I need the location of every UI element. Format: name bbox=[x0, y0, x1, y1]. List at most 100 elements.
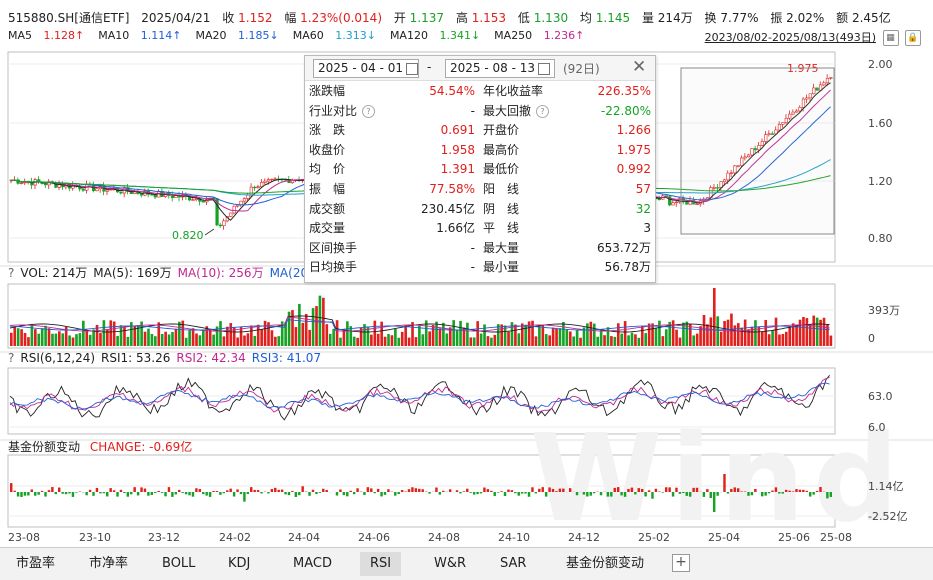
fund-title: 基金份额变动 bbox=[8, 440, 80, 454]
volume-bar bbox=[41, 328, 44, 346]
volume-bar bbox=[576, 330, 579, 346]
tab-3[interactable]: KDJ bbox=[218, 552, 260, 576]
volume-bar bbox=[295, 327, 298, 346]
amount-value: 2.45亿 bbox=[852, 11, 891, 25]
x-axis-label: 25-06 bbox=[778, 531, 810, 544]
volume-bar bbox=[569, 331, 572, 346]
tab-5[interactable]: RSI bbox=[360, 552, 401, 576]
volume-bar bbox=[27, 337, 30, 346]
fund-bar bbox=[103, 492, 105, 493]
avg-value: 1.145 bbox=[596, 11, 630, 25]
volume-bar bbox=[638, 338, 641, 346]
volume-bar bbox=[185, 338, 188, 346]
volume-bar bbox=[147, 329, 150, 346]
fund-bar bbox=[658, 491, 660, 492]
fund-bar bbox=[504, 492, 506, 496]
calendar-icon[interactable] bbox=[406, 63, 418, 75]
x-axis-label: 23-10 bbox=[79, 531, 111, 544]
fund-bar bbox=[511, 490, 513, 492]
volume-bar bbox=[404, 325, 407, 346]
volume-bar bbox=[353, 337, 356, 346]
fund-bar bbox=[583, 492, 585, 495]
add-tab-button[interactable]: + bbox=[672, 554, 690, 572]
volume-bar bbox=[291, 310, 294, 346]
tab-7[interactable]: SAR bbox=[490, 552, 536, 576]
volume-bar bbox=[603, 335, 606, 346]
tab-2[interactable]: BOLL bbox=[152, 552, 205, 576]
volume-bar bbox=[641, 326, 644, 346]
volume-bar bbox=[79, 333, 82, 346]
volume-bar bbox=[277, 336, 280, 346]
fund-bar bbox=[449, 489, 451, 492]
help-icon[interactable]: ? bbox=[8, 351, 14, 365]
fund-bar bbox=[229, 489, 231, 492]
start-date-input[interactable]: 2025 - 04 - 01 bbox=[313, 59, 419, 78]
tab-1[interactable]: 市净率 bbox=[79, 552, 138, 576]
volume-bar bbox=[377, 334, 380, 346]
volume-bar bbox=[490, 338, 493, 346]
fund-bar bbox=[212, 491, 214, 492]
volume-bar bbox=[600, 330, 603, 346]
date-range-selector[interactable]: 2023/08/02-2025/08/13(493日) ▦ 🔒 bbox=[705, 29, 921, 46]
vol-axis-label: 0 bbox=[868, 332, 875, 345]
calendar-icon[interactable]: ▦ bbox=[883, 30, 899, 46]
tab-4[interactable]: MACD bbox=[283, 552, 342, 576]
volume-bar bbox=[500, 324, 503, 346]
fund-bar bbox=[730, 489, 732, 492]
fund-bar bbox=[216, 491, 218, 492]
fund-bar bbox=[168, 487, 170, 492]
fund-bar bbox=[356, 488, 358, 492]
stat-value: 1.266 bbox=[617, 121, 651, 140]
fund-bar bbox=[806, 491, 808, 492]
volume-bar bbox=[192, 328, 195, 346]
indicator-tabs: 市盈率市净率 BOLL KDJ MACD RSI W&R SAR 基金份额变动 + bbox=[0, 547, 933, 580]
end-date-input[interactable]: 2025 - 08 - 13 bbox=[445, 59, 555, 78]
volume-bar bbox=[675, 330, 678, 346]
fund-bar bbox=[771, 491, 773, 492]
volume-bar bbox=[631, 333, 634, 346]
fund-bar bbox=[809, 492, 811, 497]
help-icon[interactable]: ? bbox=[8, 266, 14, 280]
stat-label: 阴 线 bbox=[483, 200, 519, 219]
volume-bar bbox=[415, 337, 418, 346]
candle-body bbox=[154, 195, 157, 197]
fund-bar bbox=[75, 492, 77, 493]
fund-bar bbox=[37, 492, 39, 495]
tab-8[interactable]: 基金份额变动 bbox=[556, 552, 654, 576]
ma-item: MA10 1.114↑ bbox=[98, 29, 189, 42]
fund-axis-label: 1.14亿 bbox=[868, 480, 904, 493]
close-value: 1.152 bbox=[238, 11, 272, 25]
ma-item: MA250 1.236↑ bbox=[494, 29, 592, 42]
volume-bar bbox=[219, 321, 222, 346]
fund-bar bbox=[253, 490, 255, 492]
fund-bar bbox=[17, 492, 19, 496]
fund-bar bbox=[607, 492, 609, 497]
tab-0[interactable]: 市盈率 bbox=[6, 552, 65, 576]
fund-bar bbox=[336, 492, 338, 496]
volume-bar bbox=[116, 336, 119, 346]
volume-bar bbox=[679, 338, 682, 346]
volume-bar bbox=[51, 334, 54, 346]
volume-bar bbox=[548, 335, 551, 346]
x-axis-label: 25-08 bbox=[820, 531, 852, 544]
tab-6[interactable]: W&R bbox=[424, 552, 476, 576]
volume-bar bbox=[459, 321, 462, 346]
calendar-icon[interactable] bbox=[538, 63, 550, 75]
volume-bar bbox=[692, 335, 695, 346]
volume-bar bbox=[572, 336, 575, 346]
fund-bar bbox=[514, 492, 516, 493]
lock-icon[interactable]: 🔒 bbox=[905, 30, 921, 46]
close-icon[interactable]: ✕ bbox=[632, 57, 646, 77]
volume-bar bbox=[494, 335, 497, 346]
interval-stats-popup[interactable]: 2025 - 04 - 01 - 2025 - 08 - 13 (92日) ✕ … bbox=[304, 55, 656, 283]
candle-body bbox=[44, 184, 47, 185]
popup-stat-row: 最大回撤?-22.80% bbox=[305, 102, 655, 121]
fund-bar bbox=[655, 489, 657, 492]
fund-bar bbox=[353, 492, 355, 494]
help-icon[interactable]: ? bbox=[536, 105, 549, 118]
fund-bar bbox=[151, 492, 153, 495]
volume-bar bbox=[487, 336, 490, 346]
fund-bar bbox=[223, 492, 225, 493]
volume-bar bbox=[373, 321, 376, 346]
